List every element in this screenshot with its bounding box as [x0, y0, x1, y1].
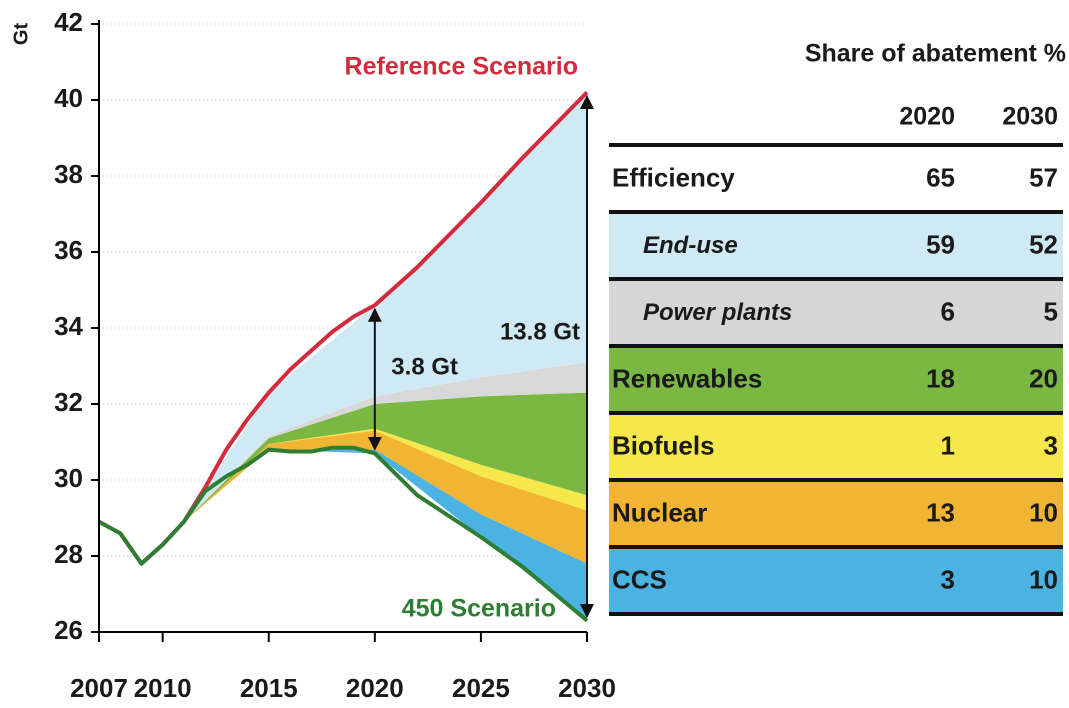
row-value: 65 — [926, 162, 955, 192]
table-row — [609, 415, 1063, 478]
y-tick-label: 32 — [54, 387, 83, 417]
table-rule — [609, 478, 1063, 482]
y-tick-label: 28 — [54, 539, 83, 569]
scenario-line — [98, 445, 589, 623]
row-value: 10 — [1029, 497, 1058, 527]
abatement-area — [183, 449, 587, 621]
x-tick-label: 2030 — [558, 673, 616, 703]
gap-label: 3.8 Gt — [391, 353, 458, 380]
x-tick-label: 2020 — [346, 673, 404, 703]
y-tick-label: 36 — [54, 235, 83, 265]
x-tick-label: 2007 — [70, 673, 128, 703]
y-tick-label: 30 — [54, 463, 83, 493]
row-value: 13 — [926, 497, 955, 527]
column-header: 2030 — [1002, 103, 1058, 131]
row-value: 5 — [1044, 296, 1058, 326]
row-value: 57 — [1029, 162, 1058, 192]
table-title: Share of abatement % — [805, 40, 1066, 68]
table-rule — [609, 344, 1063, 348]
table-rule — [609, 277, 1063, 281]
y-tick-label: 26 — [54, 615, 83, 645]
row-label: Nuclear — [612, 497, 707, 527]
abatement-area — [183, 428, 587, 522]
column-header: 2020 — [899, 103, 955, 131]
table-rule — [609, 545, 1063, 549]
series-label: 450 Scenario — [402, 595, 556, 623]
table-rule — [609, 210, 1063, 214]
row-label: CCS — [612, 564, 667, 594]
row-value: 18 — [926, 363, 955, 393]
y-tick-label: 38 — [54, 159, 83, 189]
y-axis-label: Gt — [10, 23, 32, 46]
abatement-area — [183, 392, 587, 522]
row-label: Power plants — [643, 299, 792, 326]
row-value: 52 — [1029, 229, 1058, 259]
table-row — [609, 549, 1063, 612]
row-label: End-use — [643, 232, 738, 259]
row-label: Biofuels — [612, 430, 715, 460]
row-value: 6 — [941, 296, 955, 326]
row-value: 59 — [926, 229, 955, 259]
table-rule — [609, 411, 1063, 415]
x-tick-label: 2015 — [240, 673, 298, 703]
row-value: 3 — [941, 564, 955, 594]
row-value: 10 — [1029, 564, 1058, 594]
y-tick-label: 42 — [54, 7, 83, 37]
x-tick-label: 2025 — [452, 673, 510, 703]
table-row — [609, 281, 1063, 344]
row-label: Renewables — [612, 363, 762, 393]
table-rule — [609, 143, 1063, 147]
table-row — [609, 482, 1063, 545]
table-rule — [609, 612, 1063, 616]
abatement-area — [183, 362, 587, 522]
table-row — [609, 147, 1063, 210]
row-value: 1 — [941, 430, 955, 460]
row-value: 20 — [1029, 363, 1058, 393]
table-row — [609, 348, 1063, 411]
gap-label: 13.8 Gt — [500, 318, 580, 345]
table-row — [609, 214, 1063, 277]
abatement-area — [183, 430, 587, 564]
y-tick-label: 34 — [54, 311, 83, 341]
series-label: Reference Scenario — [345, 53, 578, 81]
row-label: Efficiency — [612, 162, 735, 192]
x-tick-label: 2010 — [134, 673, 192, 703]
y-tick-label: 40 — [54, 83, 83, 113]
row-value: 3 — [1044, 430, 1058, 460]
